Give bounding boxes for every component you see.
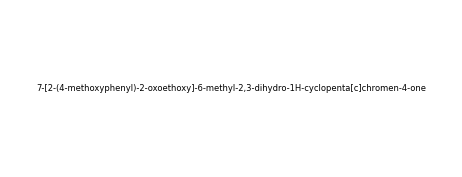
Text: 7-[2-(4-methoxyphenyl)-2-oxoethoxy]-6-methyl-2,3-dihydro-1H-cyclopenta[c]chromen: 7-[2-(4-methoxyphenyl)-2-oxoethoxy]-6-me… [36, 84, 426, 93]
